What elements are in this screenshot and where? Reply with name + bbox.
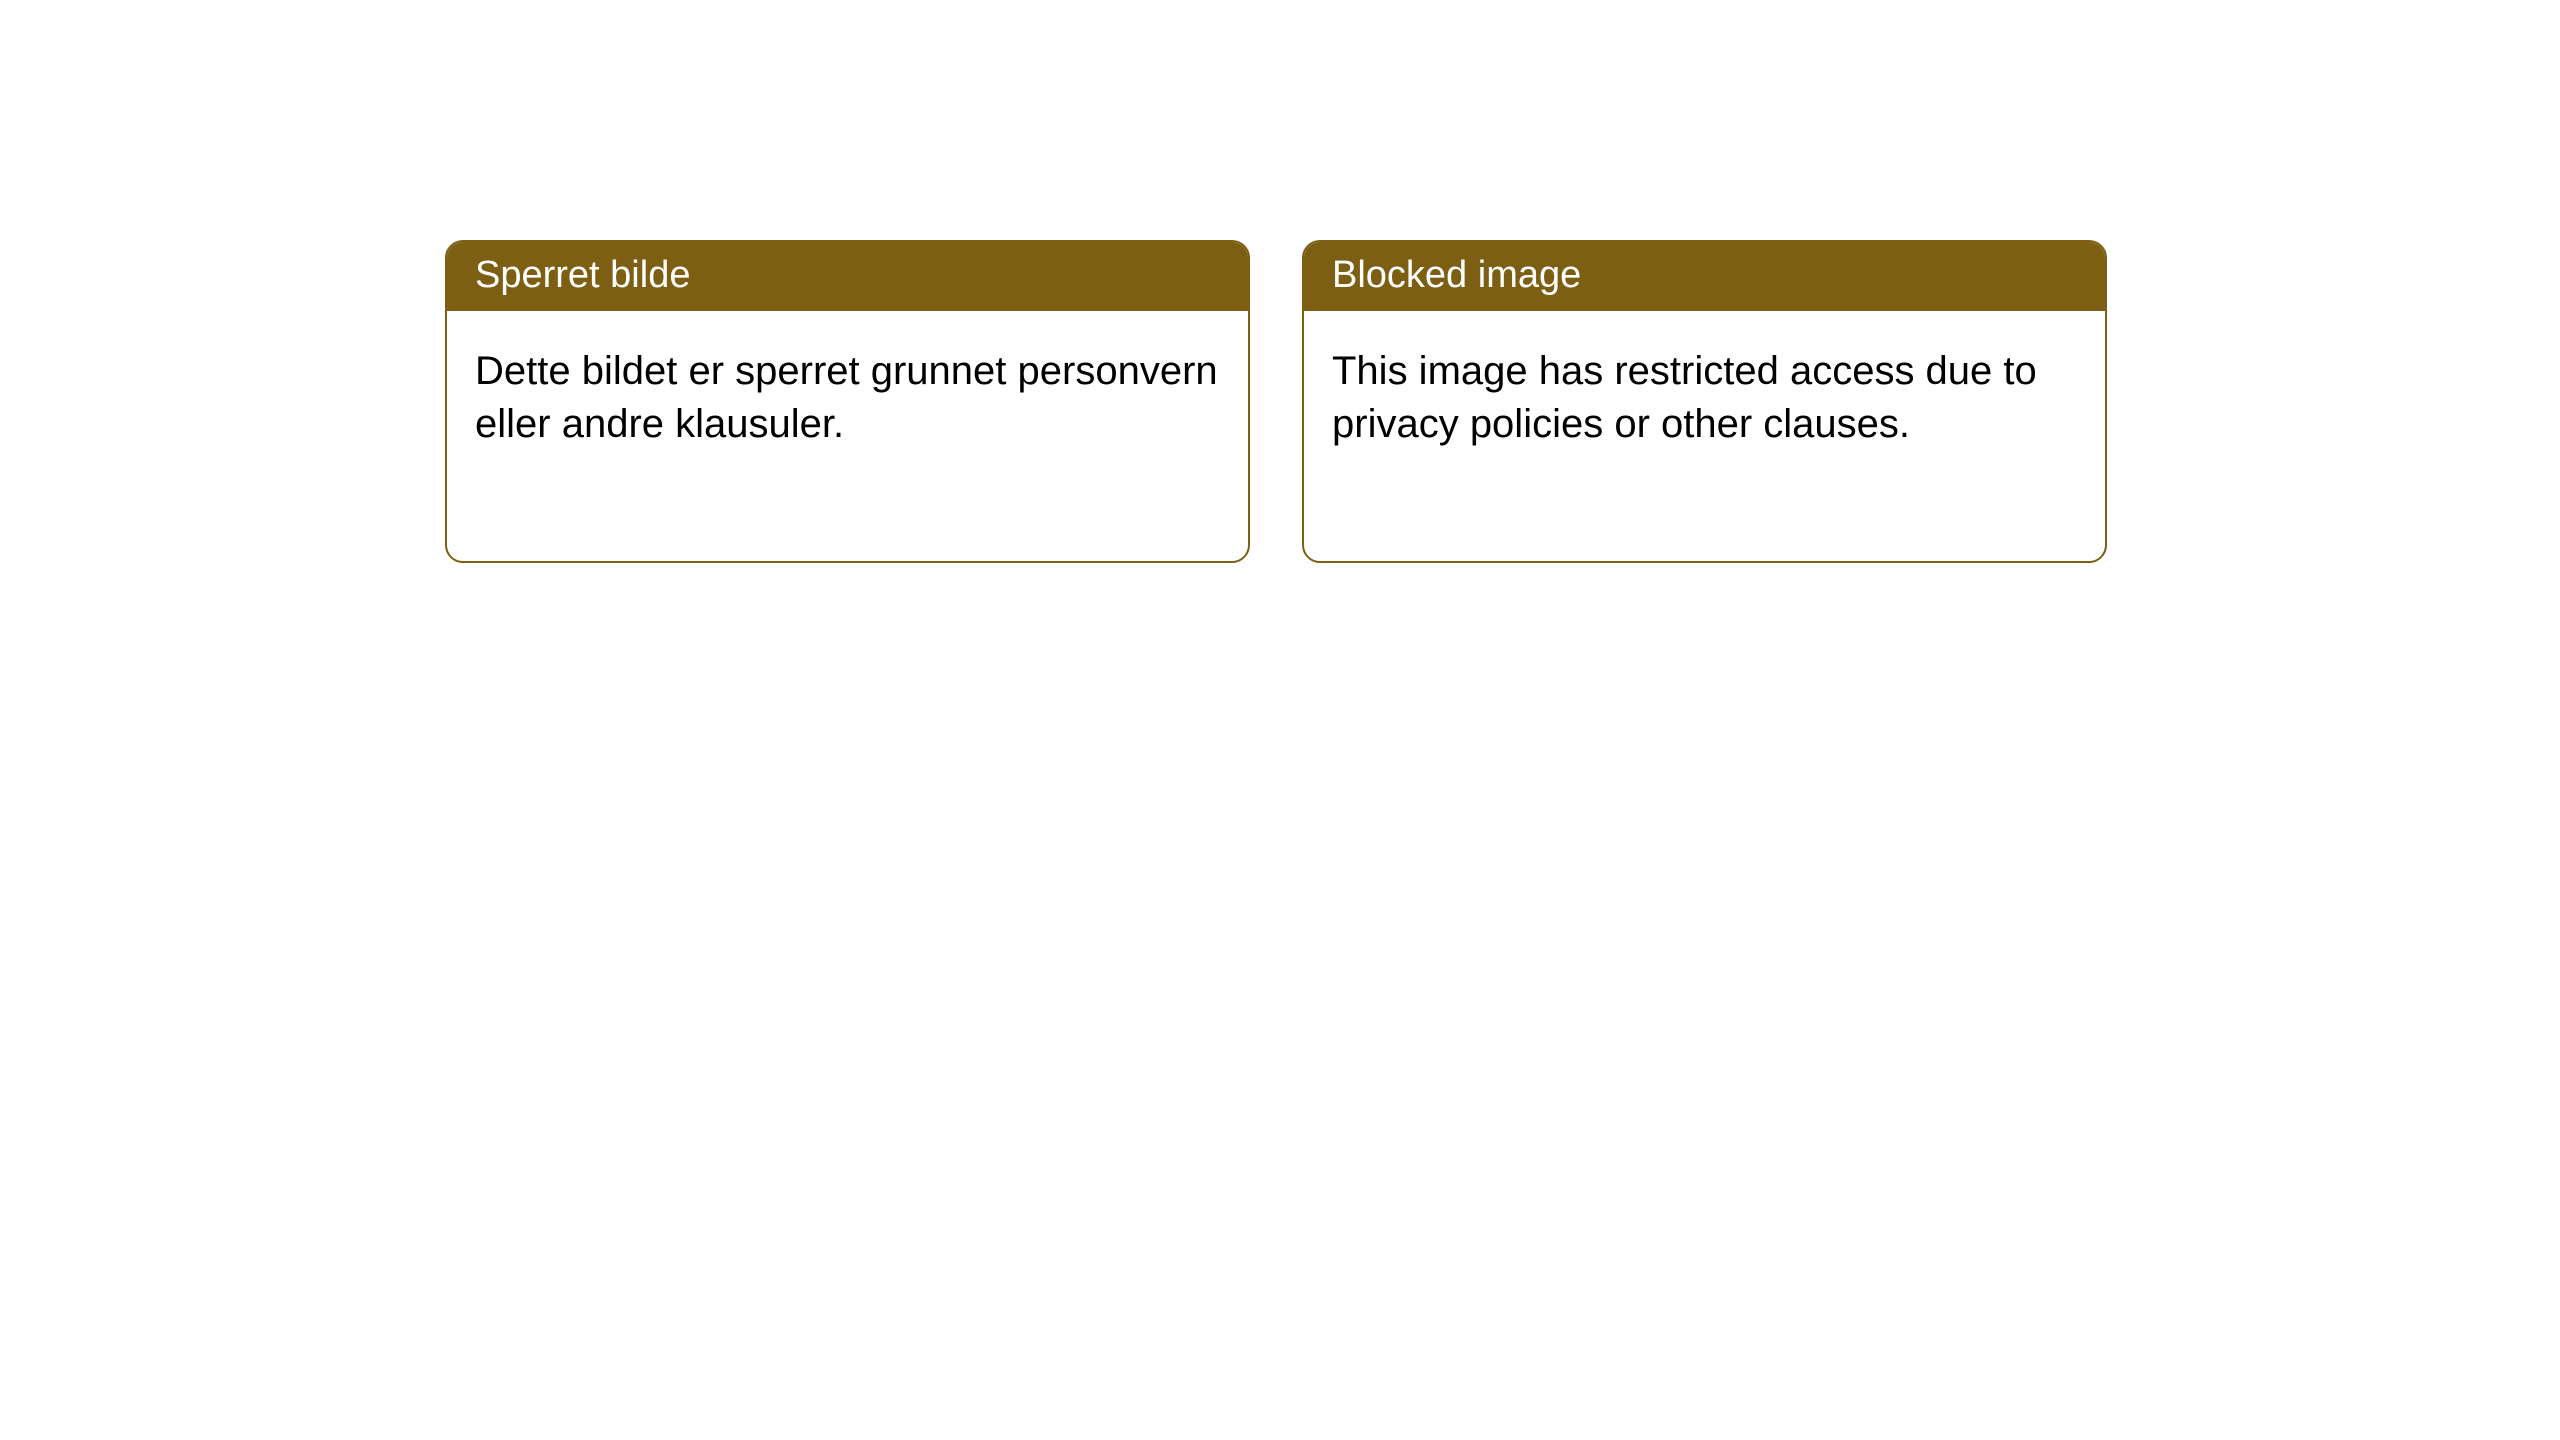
notice-card-no-body: Dette bildet er sperret grunnet personve… (447, 311, 1248, 561)
notice-card-en-body: This image has restricted access due to … (1304, 311, 2105, 561)
notice-card-en-title: Blocked image (1304, 242, 2105, 311)
notice-card-en: Blocked image This image has restricted … (1302, 240, 2107, 563)
notice-card-row: Sperret bilde Dette bildet er sperret gr… (445, 240, 2107, 563)
notice-card-no: Sperret bilde Dette bildet er sperret gr… (445, 240, 1250, 563)
notice-card-no-title: Sperret bilde (447, 242, 1248, 311)
